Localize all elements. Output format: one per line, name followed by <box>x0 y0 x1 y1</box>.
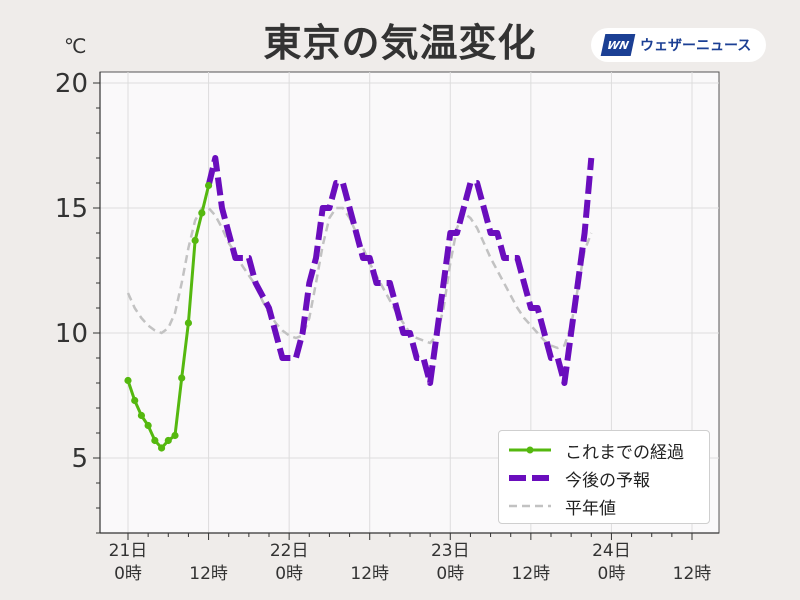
observed-point <box>178 374 186 382</box>
x-tick-label: 0時 <box>436 564 464 584</box>
legend-swatch-normal <box>509 504 551 508</box>
observed-point <box>184 319 193 327</box>
observed-point <box>191 236 199 245</box>
tick-labels: 5 10 15 20 21日 0時 12時 22日 0時 12時 23日 0時 12時 24日 0時 12時 <box>55 69 711 584</box>
legend-item-forecast: 今後の予報 <box>499 465 709 491</box>
x-tick-label: 21日 <box>109 541 148 561</box>
observed-point <box>124 376 132 385</box>
x-tick-label: 12時 <box>673 564 712 584</box>
x-tick-label: 22日 <box>270 541 309 561</box>
legend-label-observed: これまでの経過 <box>565 442 684 463</box>
legend-swatch-forecast <box>509 475 551 481</box>
x-tick-label: 0時 <box>598 564 626 584</box>
x-tick-label: 12時 <box>189 564 228 584</box>
legend: これまでの経過 今後の予報 平年値 <box>498 430 710 524</box>
series-layer <box>124 155 595 452</box>
chart-title: 東京の気温変化 <box>263 21 537 65</box>
observed-point <box>144 421 152 430</box>
y-tick-label: 10 <box>55 319 88 349</box>
legend-item-normal: 平年値 <box>499 493 709 519</box>
x-tick-label: 12時 <box>350 564 389 584</box>
observed-point <box>151 436 159 445</box>
y-axis-unit: ℃ <box>64 34 87 58</box>
observed-point <box>137 411 146 420</box>
x-tick-label: 24日 <box>592 541 631 561</box>
observed-point <box>131 396 139 405</box>
y-tick-label: 5 <box>71 444 88 474</box>
x-tick-label: 23日 <box>431 541 470 561</box>
legend-swatch-observed <box>509 446 551 454</box>
observed-point <box>157 444 166 452</box>
axes <box>93 72 719 540</box>
y-tick-label: 20 <box>55 69 88 99</box>
x-tick-label: 0時 <box>114 564 142 584</box>
observed-point <box>164 436 172 445</box>
legend-label-normal: 平年値 <box>565 498 616 519</box>
legend-item-observed: これまでの経過 <box>499 437 709 463</box>
weathernews-logo: WN ウェザーニュース <box>591 28 766 62</box>
weathernews-logo-text: ウェザーニュース <box>640 38 752 54</box>
observed-point <box>171 431 179 440</box>
y-tick-label: 15 <box>55 194 88 224</box>
observed-point <box>204 181 213 190</box>
x-tick-label: 0時 <box>275 564 303 584</box>
observed-point <box>198 209 206 217</box>
x-tick-label: 12時 <box>512 564 551 584</box>
series-forecast-line <box>205 155 595 386</box>
legend-label-forecast: 今後の予報 <box>565 470 650 491</box>
